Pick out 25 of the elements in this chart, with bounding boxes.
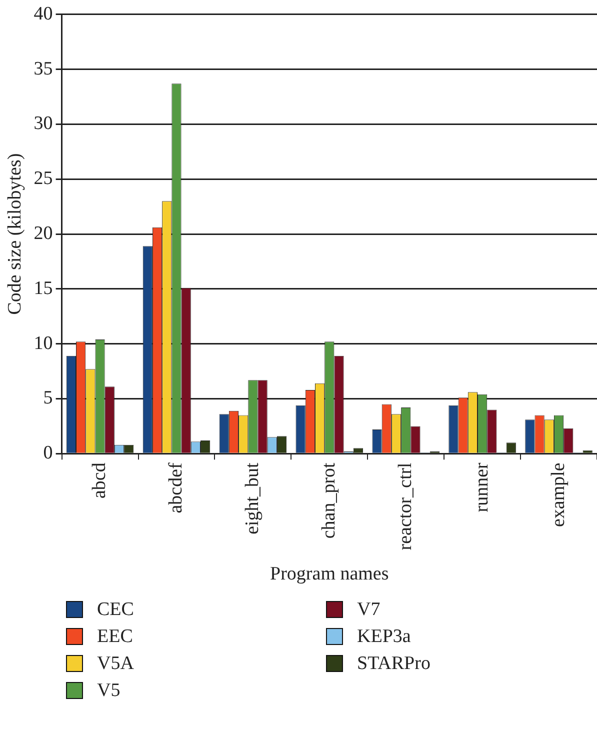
legend-label: EEC — [97, 626, 133, 648]
y-tick-label: 5 — [43, 388, 53, 409]
y-tick-label: 25 — [34, 168, 53, 190]
x-tick-label: abcd — [89, 462, 110, 499]
y-tick-label: 15 — [34, 278, 53, 299]
y-axis-title: Code size (kilobytes) — [4, 153, 26, 315]
y-tick-label: 35 — [34, 58, 53, 80]
legend-label: KEP3a — [357, 626, 411, 648]
legend-label: STARPro — [357, 652, 430, 674]
x-tick-label: example — [548, 462, 569, 528]
y-tick-label: 0 — [43, 442, 53, 464]
y-tick-label: 20 — [34, 223, 53, 244]
legend-label: V5 — [97, 680, 120, 702]
y-tick-label: 40 — [34, 3, 53, 24]
x-tick-label: chan_prot — [318, 462, 340, 539]
x-axis-title: Program names — [270, 564, 389, 585]
y-tick-label: 30 — [34, 113, 53, 134]
legend-label: V5A — [97, 652, 134, 674]
legend-label: V7 — [357, 598, 380, 620]
x-tick-label: abcdef — [165, 462, 186, 514]
x-tick-label: reactor_ctrl — [394, 462, 416, 550]
legend-label: CEC — [97, 598, 134, 620]
y-tick-label: 10 — [34, 332, 53, 354]
x-tick-label: eight_but — [242, 462, 263, 534]
x-tick-label: runner — [471, 462, 492, 512]
